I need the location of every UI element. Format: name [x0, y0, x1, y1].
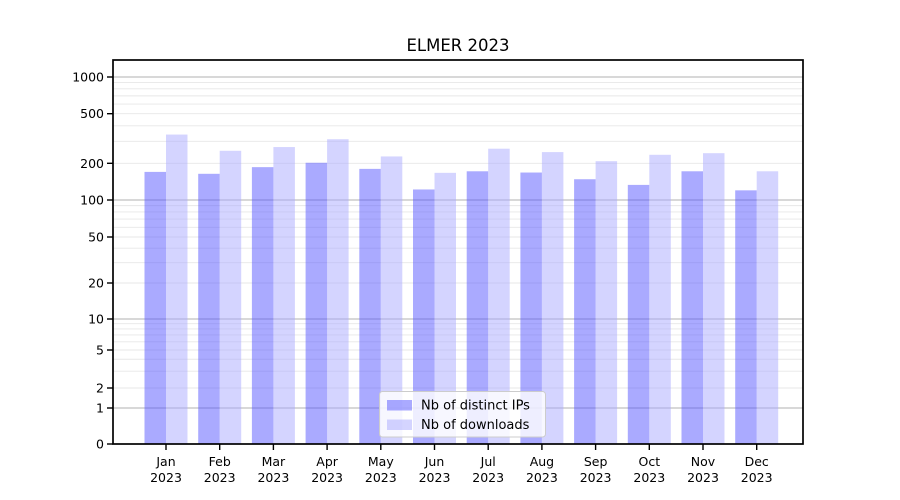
x-tick-label-month: Jan: [155, 454, 175, 469]
bar-ips-aug: [520, 172, 542, 444]
bar-downloads-mar: [273, 147, 295, 445]
y-tick-label: 100: [80, 193, 104, 208]
bar-ips-jul: [466, 171, 489, 445]
y-tick-label: 200: [80, 156, 104, 171]
y-tick-label: 5: [96, 343, 104, 358]
x-tick-label-year: 2023: [472, 470, 504, 485]
x-tick-label-month: May: [368, 454, 394, 469]
y-tick-label: 1000: [72, 70, 104, 85]
chart-title: ELMER 2023: [407, 36, 510, 55]
x-tick-label-year: 2023: [687, 470, 719, 485]
bar-ips-jun: [413, 189, 435, 444]
bar-ips-may: [359, 168, 381, 444]
x-tick-label-month: Jul: [480, 454, 496, 469]
y-tick-label: 500: [80, 106, 104, 121]
legend-label-ips: Nb of distinct IPs: [421, 399, 530, 414]
bar-downloads-aug: [541, 152, 564, 444]
bar-ips-dec: [735, 190, 757, 444]
x-tick-label-year: 2023: [150, 470, 182, 485]
x-tick-label-month: Mar: [262, 454, 286, 469]
bars: [144, 134, 779, 445]
y-tick-label: 1: [96, 401, 104, 416]
x-tick-label-month: Apr: [316, 454, 338, 469]
bar-ips-mar: [251, 167, 274, 444]
bar-downloads-may: [380, 156, 403, 445]
bar-downloads-jul: [488, 148, 510, 444]
bar-ips-feb: [198, 173, 220, 444]
x-tick-label-month: Feb: [209, 454, 231, 469]
bar-ips-jan: [144, 171, 166, 444]
bar-ips-nov: [681, 171, 703, 445]
legend-box: [379, 391, 546, 438]
x-tick-label-year: 2023: [204, 470, 236, 485]
x-tick-label-year: 2023: [580, 470, 612, 485]
x-tick-label-month: Jun: [424, 454, 445, 469]
bar-downloads-feb: [219, 150, 242, 445]
legend-swatch-downloads: [387, 419, 412, 430]
legend: Nb of distinct IPs Nb of downloads: [379, 391, 546, 438]
bar-downloads-jun: [434, 172, 456, 444]
bar-downloads-oct: [649, 154, 671, 444]
bar-ips-apr: [305, 162, 328, 444]
plot-border: [112, 59, 804, 445]
y-tick-label: 20: [88, 276, 104, 291]
y-tick-label: 50: [88, 230, 104, 245]
x-tick-label-month: Dec: [745, 454, 769, 469]
x-tick-label-year: 2023: [633, 470, 665, 485]
x-tick-label-month: Oct: [638, 454, 660, 469]
bar-downloads-nov: [703, 153, 725, 444]
legend-label-downloads: Nb of downloads: [421, 418, 530, 433]
x-tick-label-year: 2023: [365, 470, 397, 485]
bar-ips-sep: [574, 179, 596, 444]
x-tick-label-month: Nov: [691, 454, 716, 469]
bar-ips-oct: [627, 184, 650, 445]
legend-swatch-ips: [387, 400, 412, 411]
axes: 01251020501002005001000Jan2023Feb2023Mar…: [72, 59, 804, 485]
bar-downloads-dec: [756, 171, 779, 445]
x-tick-label-year: 2023: [741, 470, 773, 485]
x-tick-label-year: 2023: [526, 470, 558, 485]
bar-downloads-apr: [327, 139, 349, 444]
x-tick-label-year: 2023: [419, 470, 451, 485]
bar-downloads-jan: [166, 134, 188, 444]
x-tick-label-year: 2023: [311, 470, 343, 485]
y-tick-label: 2: [96, 381, 104, 396]
bar-downloads-sep: [595, 161, 618, 444]
x-tick-label-year: 2023: [257, 470, 289, 485]
y-tick-label: 0: [96, 437, 104, 452]
x-tick-label-month: Sep: [584, 454, 608, 469]
x-tick-label-month: Aug: [530, 454, 554, 469]
y-tick-label: 10: [88, 312, 104, 327]
